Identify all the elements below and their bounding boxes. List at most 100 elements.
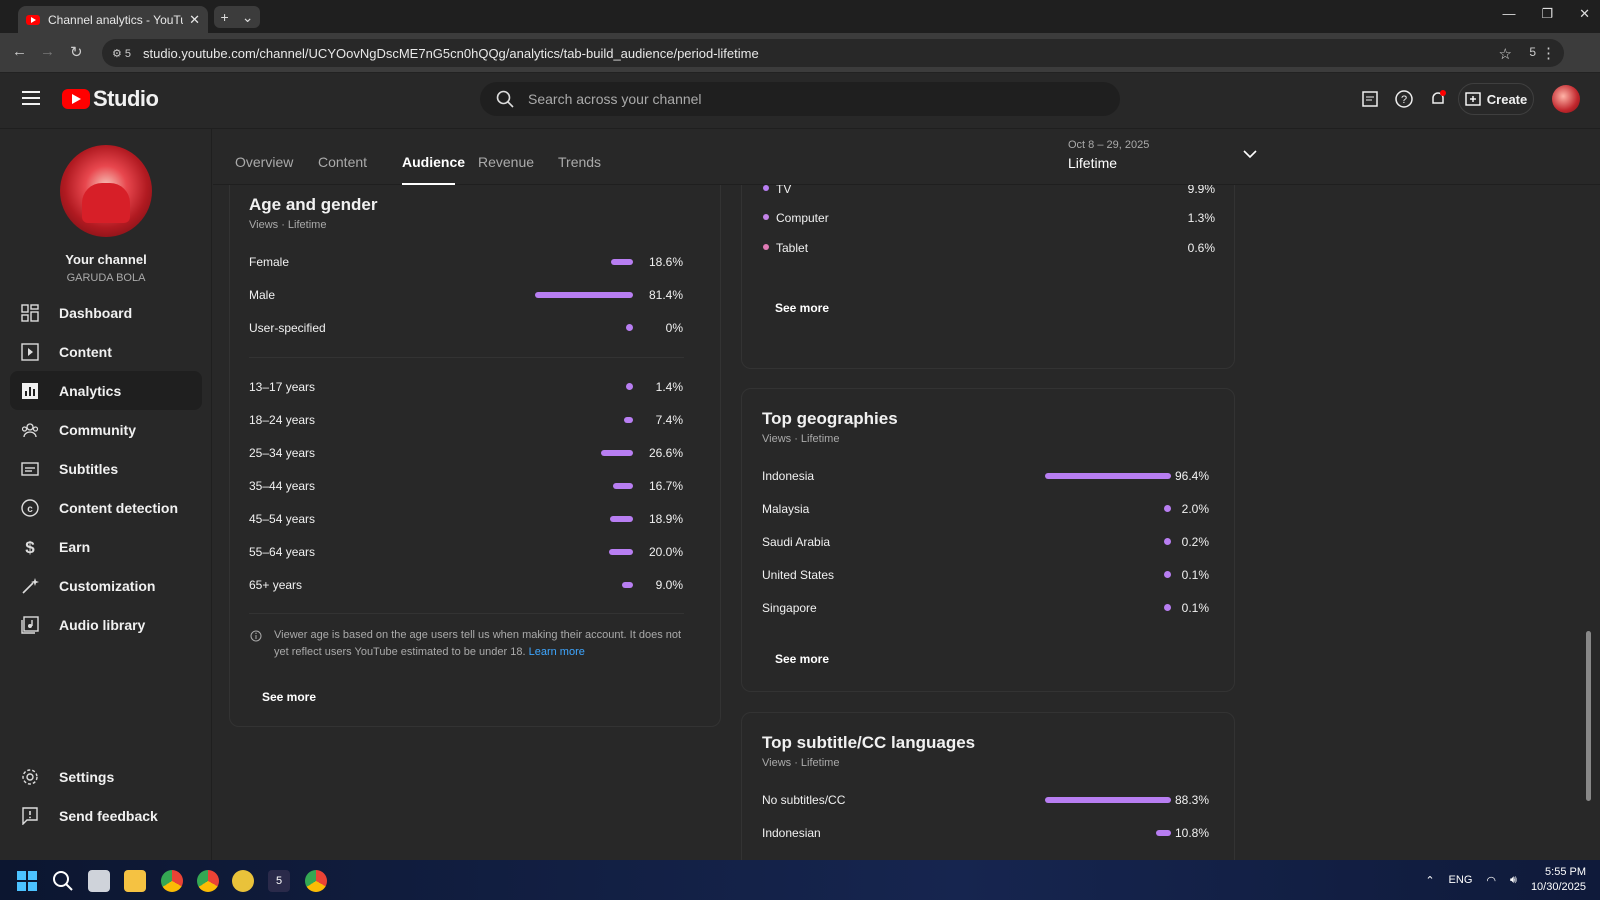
list-item: 13–17 years 1.4% [249,380,683,396]
url-text[interactable]: studio.youtube.com/channel/UCYOovNgDscME… [143,45,759,61]
forward-icon[interactable]: → [40,43,55,60]
gear-icon [21,768,39,786]
create-button[interactable]: Create [1458,83,1534,115]
tab-title: Channel analytics - YouTube Stu [48,12,183,27]
search-bar[interactable]: Search across your channel [480,82,1120,116]
row-value: 10.8% [1174,826,1209,840]
studio-logo[interactable]: Studio [62,86,159,112]
logo-text: Studio [93,86,159,111]
new-tab-icon[interactable]: + [220,9,229,25]
task-view-icon[interactable] [88,870,110,892]
bar [610,259,633,265]
search-placeholder[interactable]: Search across your channel [528,91,702,107]
info-icon [250,630,262,642]
close-window-icon[interactable]: ✕ [1579,6,1590,21]
tab-audience[interactable]: Audience [402,154,466,170]
wifi-icon[interactable]: ◠ [1486,874,1496,887]
see-more-button[interactable]: See more [775,652,830,666]
tab-overview[interactable]: Overview [235,154,294,170]
page-scrollbar[interactable] [1584,131,1593,855]
row-value: 18.6% [648,255,683,269]
card-subtitle: Views · Lifetime [762,757,840,769]
sidebar-item-content-detection[interactable]: c Content detection [10,488,202,527]
sidebar-item-label: Analytics [59,382,122,399]
sidebar-item-audio-library[interactable]: Audio library [10,605,202,644]
sidebar-item-subtitles[interactable]: Subtitles [10,449,202,488]
file-explorer-icon[interactable] [124,870,146,892]
clock[interactable]: 5:55 PM 10/30/2025 [1531,865,1586,895]
studio-header: Studio Search across your channel ? Crea… [0,73,1600,129]
tab-trends[interactable]: Trends [558,154,602,170]
row-value: 2.0% [1181,502,1209,516]
minimize-icon[interactable]: — [1502,6,1516,21]
site-info-icon[interactable]: ⚙ 5 [112,47,132,60]
windows-start-icon[interactable] [16,870,38,892]
channel-avatar[interactable] [60,145,152,237]
period-selector[interactable]: Oct 8 – 29, 2025 Lifetime [1068,139,1257,171]
legend-dot [763,214,769,220]
volume-icon[interactable]: 🔊︎ [1510,873,1517,886]
app-badge-icon[interactable]: 5 [268,870,290,892]
menu-icon[interactable] [22,91,40,105]
restore-icon[interactable]: ❐ [1541,6,1554,21]
analytics-main: Overview Content Audience Revenue Trends… [213,129,1600,860]
sidebar-item-label: Subtitles [59,460,119,477]
row-label: United States [762,568,835,582]
account-avatar[interactable] [1552,85,1580,113]
see-more-button[interactable]: See more [775,301,830,315]
bar-dot [626,324,633,331]
period-label: Lifetime [1068,155,1118,171]
sidebar-item-label: Send feedback [59,807,158,824]
dollar-icon: $ [21,538,39,556]
sidebar-item-content[interactable]: Content [10,332,202,371]
language-indicator[interactable]: ENG [1448,874,1473,886]
scrollbar-thumb[interactable] [1586,631,1591,801]
sidebar-item-dashboard[interactable]: Dashboard [10,293,202,332]
browser-menu-icon[interactable]: ⋮ [1541,45,1556,62]
see-more-button[interactable]: See more [262,690,317,704]
chrome-icon[interactable] [197,870,219,892]
notifications-icon[interactable] [1428,89,1448,109]
sidebar-item-send-feedback[interactable]: Send feedback [10,796,202,835]
sidebar-item-earn[interactable]: $ Earn [10,527,202,566]
row-value: 9.9% [1187,181,1215,196]
bar-dot [626,383,633,390]
community-icon [21,421,39,439]
extensions-count[interactable]: 5 [1529,45,1536,59]
sidebar-item-label: Audio library [59,616,146,633]
reload-icon[interactable]: ↻ [70,44,83,61]
search-icon[interactable] [52,870,74,892]
row-label: Saudi Arabia [762,535,831,549]
row-value: 88.3% [1174,793,1209,807]
tray-chevron-icon[interactable]: ⌃ [1425,874,1435,887]
url-field[interactable]: ⚙ 5 studio.youtube.com/channel/UCYOovNgD… [102,39,1564,67]
chrome-icon[interactable] [305,870,327,892]
row-label: Singapore [762,601,817,615]
chrome-icon[interactable] [161,870,183,892]
help-icon[interactable]: ? [1394,89,1414,109]
back-icon[interactable]: ← [12,43,27,60]
bookmark-star-icon[interactable]: ☆ [1498,46,1512,63]
list-item: TV 9.9% [763,182,1215,198]
sidebar-item-settings[interactable]: Settings [10,757,202,796]
row-label: Tablet [776,240,809,255]
tab-revenue[interactable]: Revenue [478,154,535,170]
sidebar-item-label: Customization [59,577,156,594]
bar [600,450,633,456]
tab-content[interactable]: Content [318,154,368,170]
bar [1045,473,1171,479]
row-label: 13–17 years [249,380,316,394]
tab-list-chevron-icon[interactable]: ⌄ [241,8,254,25]
sidebar-item-analytics[interactable]: Analytics [10,371,202,410]
browser-tab[interactable]: Channel analytics - YouTube Stu ✕ [18,6,208,33]
messages-icon[interactable] [1360,89,1380,109]
sidebar-item-customization[interactable]: Customization [10,566,202,605]
bar-dot [1164,571,1171,578]
learn-more-link[interactable]: Learn more [528,646,585,658]
close-tab-icon[interactable]: ✕ [189,11,200,27]
sidebar-item-community[interactable]: Community [10,410,202,449]
row-label: 55–64 years [249,545,316,559]
active-tab-indicator [402,183,455,185]
app-icon[interactable] [232,870,254,892]
browser-tab-strip: Channel analytics - YouTube Stu ✕ + ⌄ — … [0,0,1600,33]
